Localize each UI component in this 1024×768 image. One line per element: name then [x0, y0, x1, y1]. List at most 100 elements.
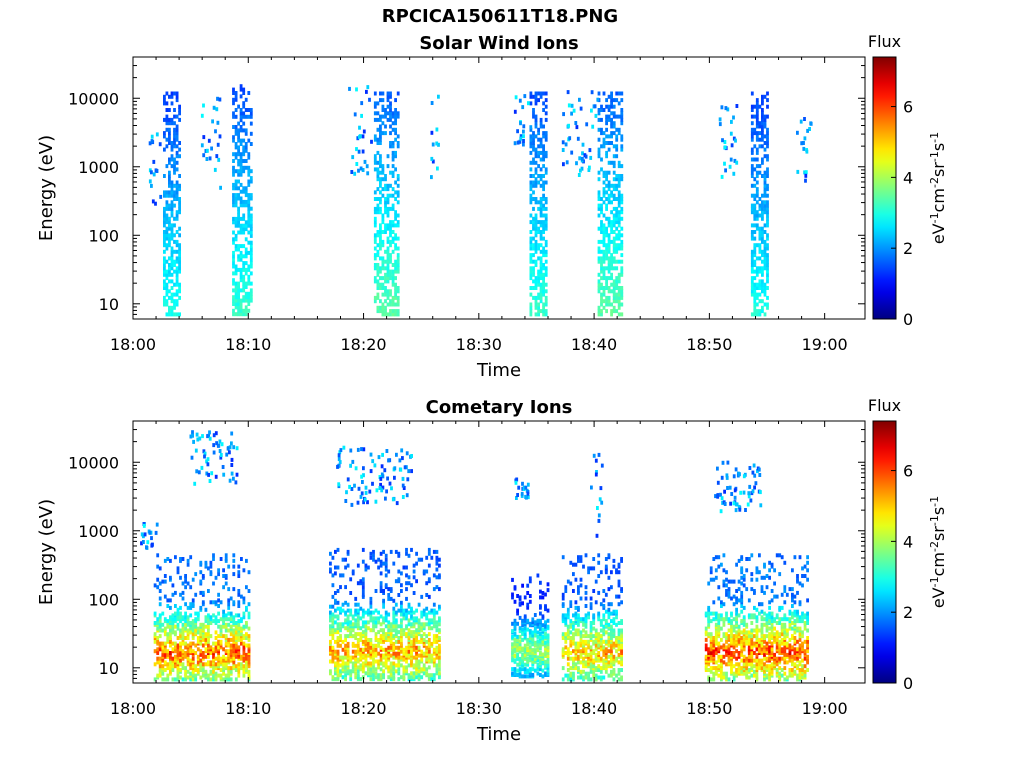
heatmap-cell: [539, 639, 542, 644]
heatmap-cell: [717, 564, 721, 569]
heatmap-cell: [379, 581, 383, 586]
heatmap-cell: [735, 617, 738, 622]
heatmap-cell: [165, 269, 169, 274]
heatmap-cell: [219, 185, 222, 190]
heatmap-cell: [526, 656, 530, 661]
heatmap-cell: [384, 200, 387, 205]
heatmap-cell: [170, 266, 174, 271]
heatmap-cell: [617, 183, 621, 188]
heatmap-cell: [755, 124, 759, 129]
heatmap-cell: [384, 299, 387, 304]
heatmap-cell: [412, 575, 416, 580]
heatmap-cell: [753, 203, 757, 208]
heatmap-cell: [232, 91, 235, 95]
heatmap-cell: [367, 661, 370, 666]
heatmap-cell: [420, 649, 424, 654]
heatmap-cell: [249, 230, 253, 235]
heatmap-cell: [534, 243, 538, 248]
heatmap-cell: [175, 190, 179, 195]
heatmap-cell: [542, 276, 545, 281]
heatmap-cell: [753, 312, 757, 317]
heatmap-cell: [617, 101, 621, 106]
heatmap-cell: [242, 203, 246, 208]
heatmap-cell: [612, 220, 616, 225]
heatmap-cell: [245, 666, 248, 671]
heatmap-cell: [184, 585, 187, 590]
heatmap-cell: [163, 626, 167, 631]
heatmap-cell: [732, 641, 736, 646]
heatmap-cell: [249, 131, 253, 136]
heatmap-cell: [417, 669, 421, 674]
heatmap-cell: [722, 583, 726, 588]
heatmap-cell: [720, 637, 723, 642]
heatmap-cell: [564, 613, 568, 618]
heatmap-cell: [615, 98, 619, 103]
heatmap-cell: [529, 269, 533, 274]
heatmap-cell: [175, 187, 179, 192]
heatmap-cell: [373, 253, 377, 258]
heatmap-cell: [381, 216, 385, 221]
heatmap-cell: [209, 660, 213, 665]
heatmap-cell: [232, 587, 236, 592]
heatmap-cell: [389, 632, 393, 637]
heatmap-cell: [163, 190, 166, 195]
heatmap-cell: [620, 289, 624, 294]
heatmap-cell: [222, 677, 225, 682]
heatmap-cell: [244, 312, 248, 317]
heatmap-cell: [168, 269, 171, 274]
heatmap-cell: [750, 121, 754, 126]
heatmap-cell: [217, 645, 220, 650]
heatmap-cell: [617, 177, 621, 182]
heatmap-cell: [359, 647, 363, 652]
heatmap-cell: [389, 639, 393, 644]
heatmap-cell: [389, 170, 392, 175]
heatmap-cell: [237, 247, 240, 252]
heatmap-cell: [242, 148, 246, 153]
heatmap-cell: [574, 577, 578, 582]
heatmap-cell: [758, 292, 762, 297]
heatmap-cell: [376, 101, 380, 106]
heatmap-cell: [369, 641, 373, 646]
heatmap-cell: [513, 670, 517, 675]
heatmap-cell: [389, 269, 392, 274]
heatmap-cell: [224, 557, 228, 561]
heatmap-cell: [232, 278, 235, 283]
heatmap-cell: [544, 289, 548, 294]
heatmap-cell: [725, 645, 728, 650]
heatmap-cell: [600, 309, 603, 314]
heatmap-cell: [249, 261, 253, 266]
heatmap-cell: [750, 286, 754, 290]
heatmap-cell: [755, 292, 759, 297]
heatmap-cell: [546, 651, 550, 655]
heatmap-cell: [232, 152, 235, 157]
heatmap-cell: [435, 655, 439, 660]
heatmap-cell: [572, 621, 575, 625]
heatmap-cell: [529, 259, 533, 264]
heatmap-cell: [420, 594, 424, 599]
heatmap-cell: [564, 632, 568, 637]
heatmap-cell: [607, 276, 611, 281]
heatmap-cell: [600, 269, 603, 274]
heatmap-cell: [384, 206, 387, 211]
heatmap-cell: [249, 179, 253, 184]
heatmap-cell: [415, 659, 418, 664]
heatmap-cell: [376, 137, 380, 142]
heatmap-cell: [531, 648, 535, 653]
heatmap-cell: [389, 193, 392, 198]
heatmap-cell: [175, 94, 179, 99]
heatmap-cell: [189, 621, 193, 625]
heatmap-cell: [610, 309, 613, 314]
heatmap-cell: [169, 651, 172, 655]
heatmap-cell: [184, 626, 187, 631]
heatmap-cell: [730, 611, 733, 616]
heatmap-cell: [436, 166, 439, 171]
heatmap-cell: [620, 259, 624, 264]
heatmap-cell: [610, 289, 613, 294]
heatmap-cell: [758, 243, 762, 248]
heatmap-cell: [726, 107, 730, 112]
heatmap-cell: [612, 213, 616, 218]
heatmap-cell: [341, 622, 345, 627]
heatmap-cell: [397, 667, 401, 672]
heatmap-cell: [620, 239, 624, 244]
heatmap-cell: [602, 174, 606, 178]
